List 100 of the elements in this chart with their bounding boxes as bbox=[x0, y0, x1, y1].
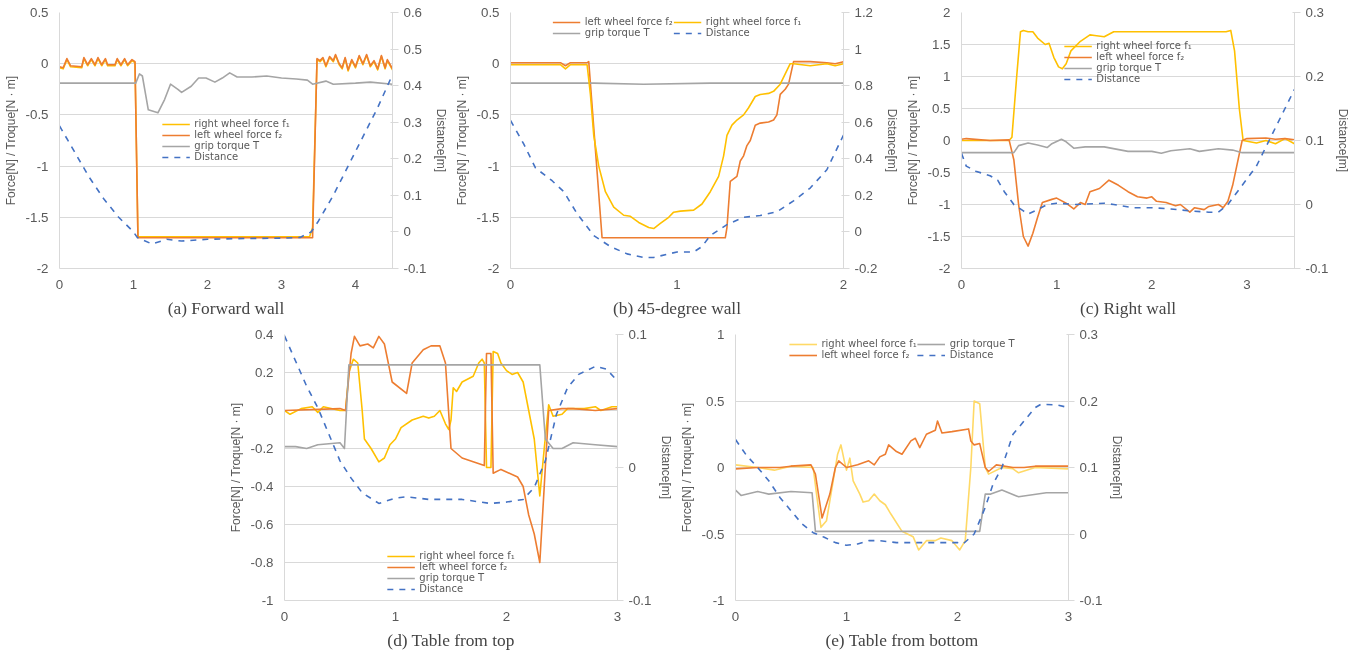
y2-tick-label: 0.6 bbox=[403, 5, 423, 20]
y-tick-label: -2 bbox=[938, 261, 951, 276]
y-tick-label: -1.5 bbox=[927, 229, 951, 244]
y-tick-label: -0.5 bbox=[25, 107, 49, 123]
y2-tick-label: 0 bbox=[1305, 197, 1313, 212]
legend-label: Distance bbox=[949, 349, 994, 360]
y2-tick-label: -0.1 bbox=[1305, 261, 1329, 276]
y-tick-label: -2 bbox=[487, 261, 500, 276]
legend-label: grip torque T bbox=[949, 338, 1015, 349]
y-tick-label: 0 bbox=[266, 403, 274, 418]
line-series bbox=[961, 137, 1295, 247]
y2-tick-label: 0.2 bbox=[1079, 393, 1099, 409]
x-tick-label: 3 bbox=[1064, 608, 1073, 624]
text: (a) Forward wall bbox=[167, 298, 285, 318]
x-tick-label: 2 bbox=[953, 608, 962, 624]
line-series bbox=[510, 119, 844, 259]
x-tick-label: 0 bbox=[280, 608, 289, 624]
y-tick-label: 0.5 bbox=[705, 393, 725, 409]
line-series bbox=[284, 335, 618, 564]
x-tick-label: 3 bbox=[613, 608, 622, 624]
y2-tick-label: 0 bbox=[854, 224, 862, 240]
line-series bbox=[59, 72, 393, 114]
y2-axis-title: Distance[m] bbox=[659, 435, 674, 500]
text: (c) Right wall bbox=[1079, 298, 1177, 318]
y-tick-label: -0.2 bbox=[250, 441, 274, 456]
y-tick-label: 1.5 bbox=[931, 37, 951, 52]
x-tick-label: 1 bbox=[391, 608, 400, 624]
x-tick-label: 0 bbox=[506, 276, 515, 292]
y2-tick-label: 0.8 bbox=[854, 78, 874, 94]
y-tick-label: -1 bbox=[36, 158, 49, 174]
y2-tick-label: 0.4 bbox=[403, 78, 423, 94]
y2-tick-label: 0.2 bbox=[1305, 69, 1325, 84]
y2-tick-label: 0.3 bbox=[1305, 5, 1325, 20]
y-tick-label: -1 bbox=[261, 593, 274, 608]
y-tick-label: 0.5 bbox=[480, 5, 500, 20]
y-tick-label: -0.5 bbox=[927, 165, 951, 180]
line-series bbox=[735, 420, 1069, 519]
legend-label: right wheel force f₁ bbox=[194, 118, 290, 129]
y-axis-title: Force[N] / Troque[N · m] bbox=[228, 402, 243, 533]
line-series bbox=[961, 88, 1295, 215]
x-tick-label: 1 bbox=[842, 608, 851, 624]
x-tick-label: 1 bbox=[1052, 276, 1061, 292]
y2-tick-label: 0.1 bbox=[1305, 133, 1325, 148]
x-tick-label: 3 bbox=[277, 276, 286, 292]
legend-label: right wheel force f₁ bbox=[419, 550, 515, 561]
legend-label: Distance bbox=[1096, 73, 1141, 84]
y-tick-label: -0.6 bbox=[250, 517, 274, 532]
y-tick-label: 2 bbox=[943, 5, 951, 20]
legend-label: left wheel force f₂ bbox=[821, 349, 910, 360]
x-tick-label: 2 bbox=[203, 276, 212, 292]
y2-tick-label: 1 bbox=[854, 41, 862, 57]
text: (b) 45-degree wall bbox=[613, 298, 742, 318]
y-tick-label: 0.5 bbox=[29, 5, 49, 20]
y-axis-title: Force[N] / Troque[N · m] bbox=[454, 75, 469, 206]
y2-tick-label: 0 bbox=[403, 224, 411, 240]
y2-tick-label: 1.2 bbox=[854, 5, 874, 20]
y2-axis-title: Distance[m] bbox=[885, 108, 900, 173]
y2-tick-label: -0.1 bbox=[1079, 593, 1103, 608]
y-tick-label: -1.5 bbox=[25, 209, 49, 225]
text: (d) Table from top bbox=[387, 630, 515, 650]
y-tick-label: -2 bbox=[36, 261, 49, 276]
y2-tick-label: 0.2 bbox=[403, 151, 423, 167]
line-series bbox=[961, 138, 1295, 155]
y-tick-label: 0 bbox=[492, 56, 500, 72]
y-tick-label: 0 bbox=[717, 460, 725, 475]
text: (e) Table from bottom bbox=[825, 630, 979, 650]
line-series bbox=[961, 29, 1295, 145]
x-tick-label: 0 bbox=[731, 608, 740, 624]
y-tick-label: 0.5 bbox=[931, 101, 951, 116]
x-tick-label: 1 bbox=[129, 276, 138, 292]
y2-tick-label: 0 bbox=[1079, 526, 1087, 542]
y2-tick-label: 0.5 bbox=[403, 41, 423, 57]
y-tick-label: 0 bbox=[41, 56, 49, 72]
legend-label: left wheel force f₂ bbox=[1096, 51, 1185, 62]
y2-tick-label: -0.1 bbox=[628, 593, 652, 608]
legend-label: left wheel force f₂ bbox=[194, 129, 283, 140]
y-tick-label: 0.4 bbox=[254, 327, 275, 342]
y2-tick-label: 0.3 bbox=[403, 114, 423, 130]
y-tick-label: -1 bbox=[938, 197, 951, 212]
legend-label: grip torque T bbox=[584, 27, 650, 38]
legend-label: left wheel force f₂ bbox=[419, 561, 508, 572]
y2-tick-label: -0.2 bbox=[854, 261, 878, 276]
y-tick-label: -1.5 bbox=[476, 209, 500, 225]
y-axis-title: Force[N] / Troque[N · m] bbox=[3, 75, 18, 206]
legend-label: Distance bbox=[419, 583, 464, 594]
x-tick-label: 4 bbox=[351, 276, 360, 292]
legend-label: right wheel force f₁ bbox=[705, 16, 802, 27]
y-tick-label: -0.4 bbox=[250, 479, 275, 494]
y-tick-label: 0 bbox=[943, 133, 951, 148]
legend-label: left wheel force f₂ bbox=[584, 16, 673, 27]
y-axis-title: Force[N] / Troque[N · m] bbox=[905, 75, 920, 206]
y-tick-label: 1 bbox=[717, 327, 725, 342]
y-axis-title: Force[N] / Troque[N · m] bbox=[679, 402, 694, 533]
y2-tick-label: 0.6 bbox=[854, 114, 874, 130]
legend-label: Distance bbox=[194, 151, 239, 162]
line-series bbox=[735, 489, 1069, 533]
legend-label: Distance bbox=[705, 27, 750, 38]
x-tick-label: 2 bbox=[1148, 276, 1156, 292]
y-tick-label: 1 bbox=[943, 69, 951, 84]
y2-tick-label: 0.1 bbox=[1079, 460, 1099, 475]
